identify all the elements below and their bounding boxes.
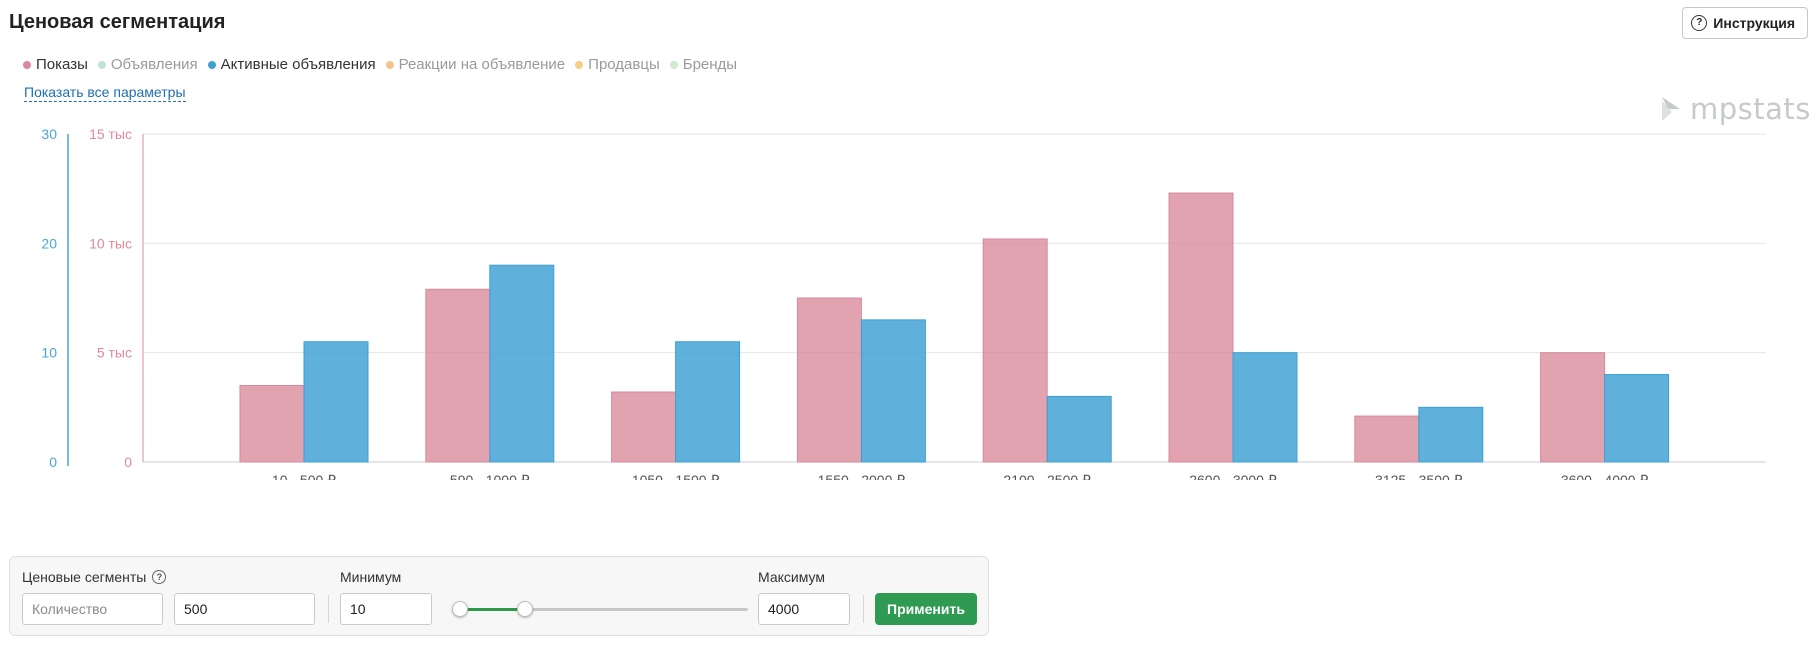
legend-item-active-ads[interactable]: Активные объявления <box>207 56 376 73</box>
bar-impressions <box>239 384 305 463</box>
x-tick-label: 590 - 1000 ₽ <box>450 472 530 480</box>
page-title: Ценовая сегментация <box>9 11 226 33</box>
x-tick-label: 1550 - 2000 ₽ <box>818 472 906 480</box>
legend-item-reactions[interactable]: Реакции на объявление <box>385 56 566 73</box>
chart-legend: Показы Объявления Активные объявления Ре… <box>23 56 737 73</box>
y-tick-label-left: 10 тыс <box>89 235 132 251</box>
divider <box>328 595 329 623</box>
legend-item-impressions[interactable]: Показы <box>23 56 88 73</box>
price-segmentation-chart: 0 5 тыс 10 тыс 15 тыс 0 10 20 30 10 - 500 ₽ 590 -… <box>41 126 1766 480</box>
y-tick-label-right: 30 <box>41 126 57 142</box>
bar-active-ads <box>1418 406 1484 463</box>
slider-min-handle[interactable] <box>452 601 468 617</box>
legend-dot <box>575 60 584 69</box>
mpstats-logo-icon <box>1662 97 1680 121</box>
x-tick-label: 3600 - 4000 ₽ <box>1561 472 1649 480</box>
bar-active-ads <box>1046 395 1112 463</box>
min-label: Минимум <box>340 569 402 585</box>
bar-impressions <box>1540 352 1606 463</box>
y-tick-label-left: 5 тыс <box>97 345 132 361</box>
segments-step-input[interactable]: 500 <box>174 593 315 625</box>
slider-max-handle[interactable] <box>516 601 533 617</box>
legend-item-ads[interactable]: Объявления <box>97 56 198 73</box>
min-input[interactable]: 10 <box>340 593 432 625</box>
bar-active-ads <box>1232 352 1298 463</box>
mpstats-logo: mpstats <box>1660 92 1811 126</box>
x-tick-label: 10 - 500 ₽ <box>272 472 336 480</box>
apply-button[interactable]: Применить <box>875 593 977 625</box>
bar-impressions <box>611 391 677 463</box>
bar-impressions <box>982 238 1048 463</box>
max-input[interactable]: 4000 <box>758 593 850 625</box>
instruction-button[interactable]: ? Инструкция <box>1682 7 1808 39</box>
y-tick-label-right: 10 <box>41 345 57 361</box>
legend-dot <box>669 60 678 69</box>
legend-label: Продавцы <box>588 56 660 73</box>
legend-label: Объявления <box>110 56 198 73</box>
bar-impressions <box>796 297 862 463</box>
bar-impressions <box>1168 192 1234 463</box>
bar-active-ads <box>675 341 741 463</box>
bar-active-ads <box>303 341 369 463</box>
question-circle-icon: ? <box>1691 15 1708 31</box>
legend-label: Активные объявления <box>220 56 376 73</box>
legend-dot <box>385 60 394 69</box>
instruction-button-label: Инструкция <box>1713 15 1795 31</box>
x-tick-label: 2100 - 2500 ₽ <box>1003 472 1091 480</box>
bar-active-ads <box>1604 374 1670 463</box>
segments-label-text: Ценовые сегменты <box>22 569 147 585</box>
legend-label: Бренды <box>682 56 738 73</box>
divider <box>863 595 864 623</box>
segments-count-input[interactable]: Количество <box>22 593 163 625</box>
price-range-slider[interactable] <box>452 601 748 617</box>
y-tick-label-left: 15 тыс <box>89 126 132 142</box>
legend-dot <box>23 60 31 69</box>
x-tick-label: 3125 - 3500 ₽ <box>1375 472 1463 480</box>
legend-dot <box>97 60 106 69</box>
segments-label: Ценовые сегменты ? <box>22 569 167 585</box>
slider-fill <box>459 608 524 611</box>
y-tick-label-left: 0 <box>124 454 132 470</box>
x-tick-label: 1050 - 1500 ₽ <box>632 472 720 480</box>
segments-control-panel: Ценовые сегменты ? Количество 500 Миниму… <box>9 556 989 636</box>
segments-help-icon[interactable]: ? <box>152 570 167 584</box>
y-tick-label-right: 20 <box>41 235 57 251</box>
legend-label: Реакции на объявление <box>398 56 566 73</box>
legend-item-brands[interactable]: Бренды <box>669 56 738 73</box>
bar-impressions <box>1354 415 1420 463</box>
legend-item-sellers[interactable]: Продавцы <box>575 56 660 73</box>
mpstats-logo-text: mpstats <box>1690 92 1811 126</box>
bar-active-ads <box>860 319 926 463</box>
max-label: Максимум <box>758 569 825 585</box>
legend-label: Показы <box>36 56 88 73</box>
bar-impressions <box>425 288 491 463</box>
y-tick-label-right: 0 <box>49 454 57 470</box>
slider-track <box>452 608 748 611</box>
x-tick-label: 2600 - 3000 ₽ <box>1189 472 1277 480</box>
bar-active-ads <box>489 264 555 463</box>
show-all-params-link[interactable]: Показать все параметры <box>24 84 186 102</box>
legend-dot <box>207 60 216 69</box>
